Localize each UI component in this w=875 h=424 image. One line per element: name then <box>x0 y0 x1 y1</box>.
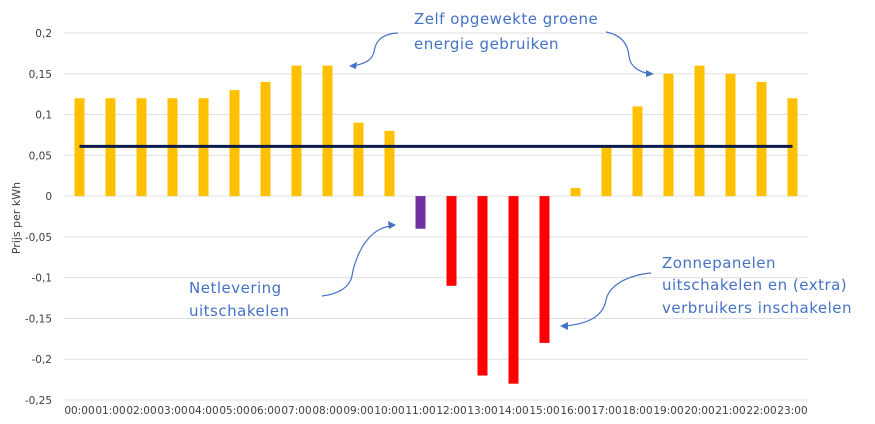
y-axis-label: Prijs per kWh <box>10 182 23 254</box>
bar <box>663 73 674 197</box>
x-tick-label: 18:00 <box>622 405 652 417</box>
bar-series <box>74 65 798 384</box>
bar <box>322 65 333 197</box>
gridlines <box>64 32 808 401</box>
x-tick-label: 13:00 <box>467 405 497 417</box>
x-axis-ticks: 00:00 01:00 02:00 03:00 04:00 05:00 06:00 07:00… <box>64 405 807 417</box>
bar <box>353 122 364 197</box>
annotation-solar-off: Zonnepanelen uitschakelen en (extra) ver… <box>662 254 852 317</box>
bar <box>477 196 488 376</box>
x-tick-label: 03:00 <box>157 405 187 417</box>
bar <box>508 196 519 384</box>
bar <box>229 90 240 197</box>
x-tick-label: 08:00 <box>312 405 342 417</box>
x-tick-label: 12:00 <box>436 405 466 417</box>
x-tick-label: 15:00 <box>529 405 559 417</box>
bar <box>260 81 271 197</box>
x-tick-label: 05:00 <box>219 405 249 417</box>
x-tick-label: 02:00 <box>126 405 156 417</box>
bar <box>291 65 302 197</box>
x-tick-label: 23:00 <box>777 405 807 417</box>
annotation-text-line: uitschakelen en (extra) <box>662 276 847 294</box>
y-tick-label: 0 <box>45 191 52 203</box>
annotation-text-line: energie gebruiken <box>414 35 559 53</box>
y-tick-label: 0,2 <box>35 28 52 40</box>
y-tick-label: 0,05 <box>29 150 52 162</box>
annotation-green-energy: Zelf opgewekte groene energie gebruiken <box>414 10 598 53</box>
arrowhead-icon <box>646 70 654 77</box>
annotation-text-line: Zonnepanelen <box>662 254 776 272</box>
y-axis-ticks: 0,2 0,15 0,1 0,05 0 -0,05 -0,1 -0,15 -0,2 -0,25 <box>25 28 52 407</box>
x-tick-label: 06:00 <box>250 405 280 417</box>
y-tick-label: -0,05 <box>25 232 52 244</box>
x-tick-label: 17:00 <box>591 405 621 417</box>
annotation-text-line: uitschakelen <box>189 302 290 320</box>
x-tick-label: 00:00 <box>64 405 94 417</box>
bar <box>446 196 457 286</box>
y-tick-label: 0,1 <box>35 110 52 122</box>
arrowhead-icon <box>388 221 396 229</box>
x-tick-label: 04:00 <box>188 405 218 417</box>
y-tick-label: -0,25 <box>25 395 52 407</box>
bar <box>725 73 736 197</box>
bar <box>632 106 643 197</box>
x-tick-label: 20:00 <box>684 405 714 417</box>
y-tick-label: -0,15 <box>25 313 52 325</box>
bar <box>601 147 612 197</box>
x-tick-label: 07:00 <box>281 405 311 417</box>
bar <box>756 81 767 197</box>
annotation-text-line: Netlevering <box>189 279 282 297</box>
y-tick-label: 0,15 <box>29 69 52 81</box>
arrow-icon <box>564 272 652 327</box>
annotation-text-line: verbruikers inschakelen <box>662 299 852 317</box>
arrowhead-icon <box>560 322 568 330</box>
bar <box>415 196 426 229</box>
arrowhead-icon <box>349 62 357 69</box>
x-tick-label: 19:00 <box>653 405 683 417</box>
x-tick-label: 22:00 <box>746 405 776 417</box>
arrow-icon <box>605 31 652 75</box>
annotation-grid-delivery: Netlevering uitschakelen <box>189 279 290 320</box>
y-tick-label: -0,2 <box>32 354 53 366</box>
y-tick-label: -0,1 <box>32 273 53 285</box>
annotation-text-line: Zelf opgewekte groene <box>414 10 598 28</box>
x-tick-label: 10:00 <box>374 405 404 417</box>
x-tick-label: 11:00 <box>405 405 435 417</box>
arrow-icon <box>321 225 393 297</box>
arrow-icon <box>351 32 399 67</box>
x-tick-label: 16:00 <box>560 405 590 417</box>
bar <box>384 130 395 197</box>
x-tick-label: 09:00 <box>343 405 373 417</box>
x-tick-label: 01:00 <box>95 405 125 417</box>
bar <box>539 196 550 343</box>
bar <box>570 187 581 197</box>
x-tick-label: 14:00 <box>498 405 528 417</box>
bar <box>694 65 705 197</box>
x-tick-label: 21:00 <box>715 405 745 417</box>
